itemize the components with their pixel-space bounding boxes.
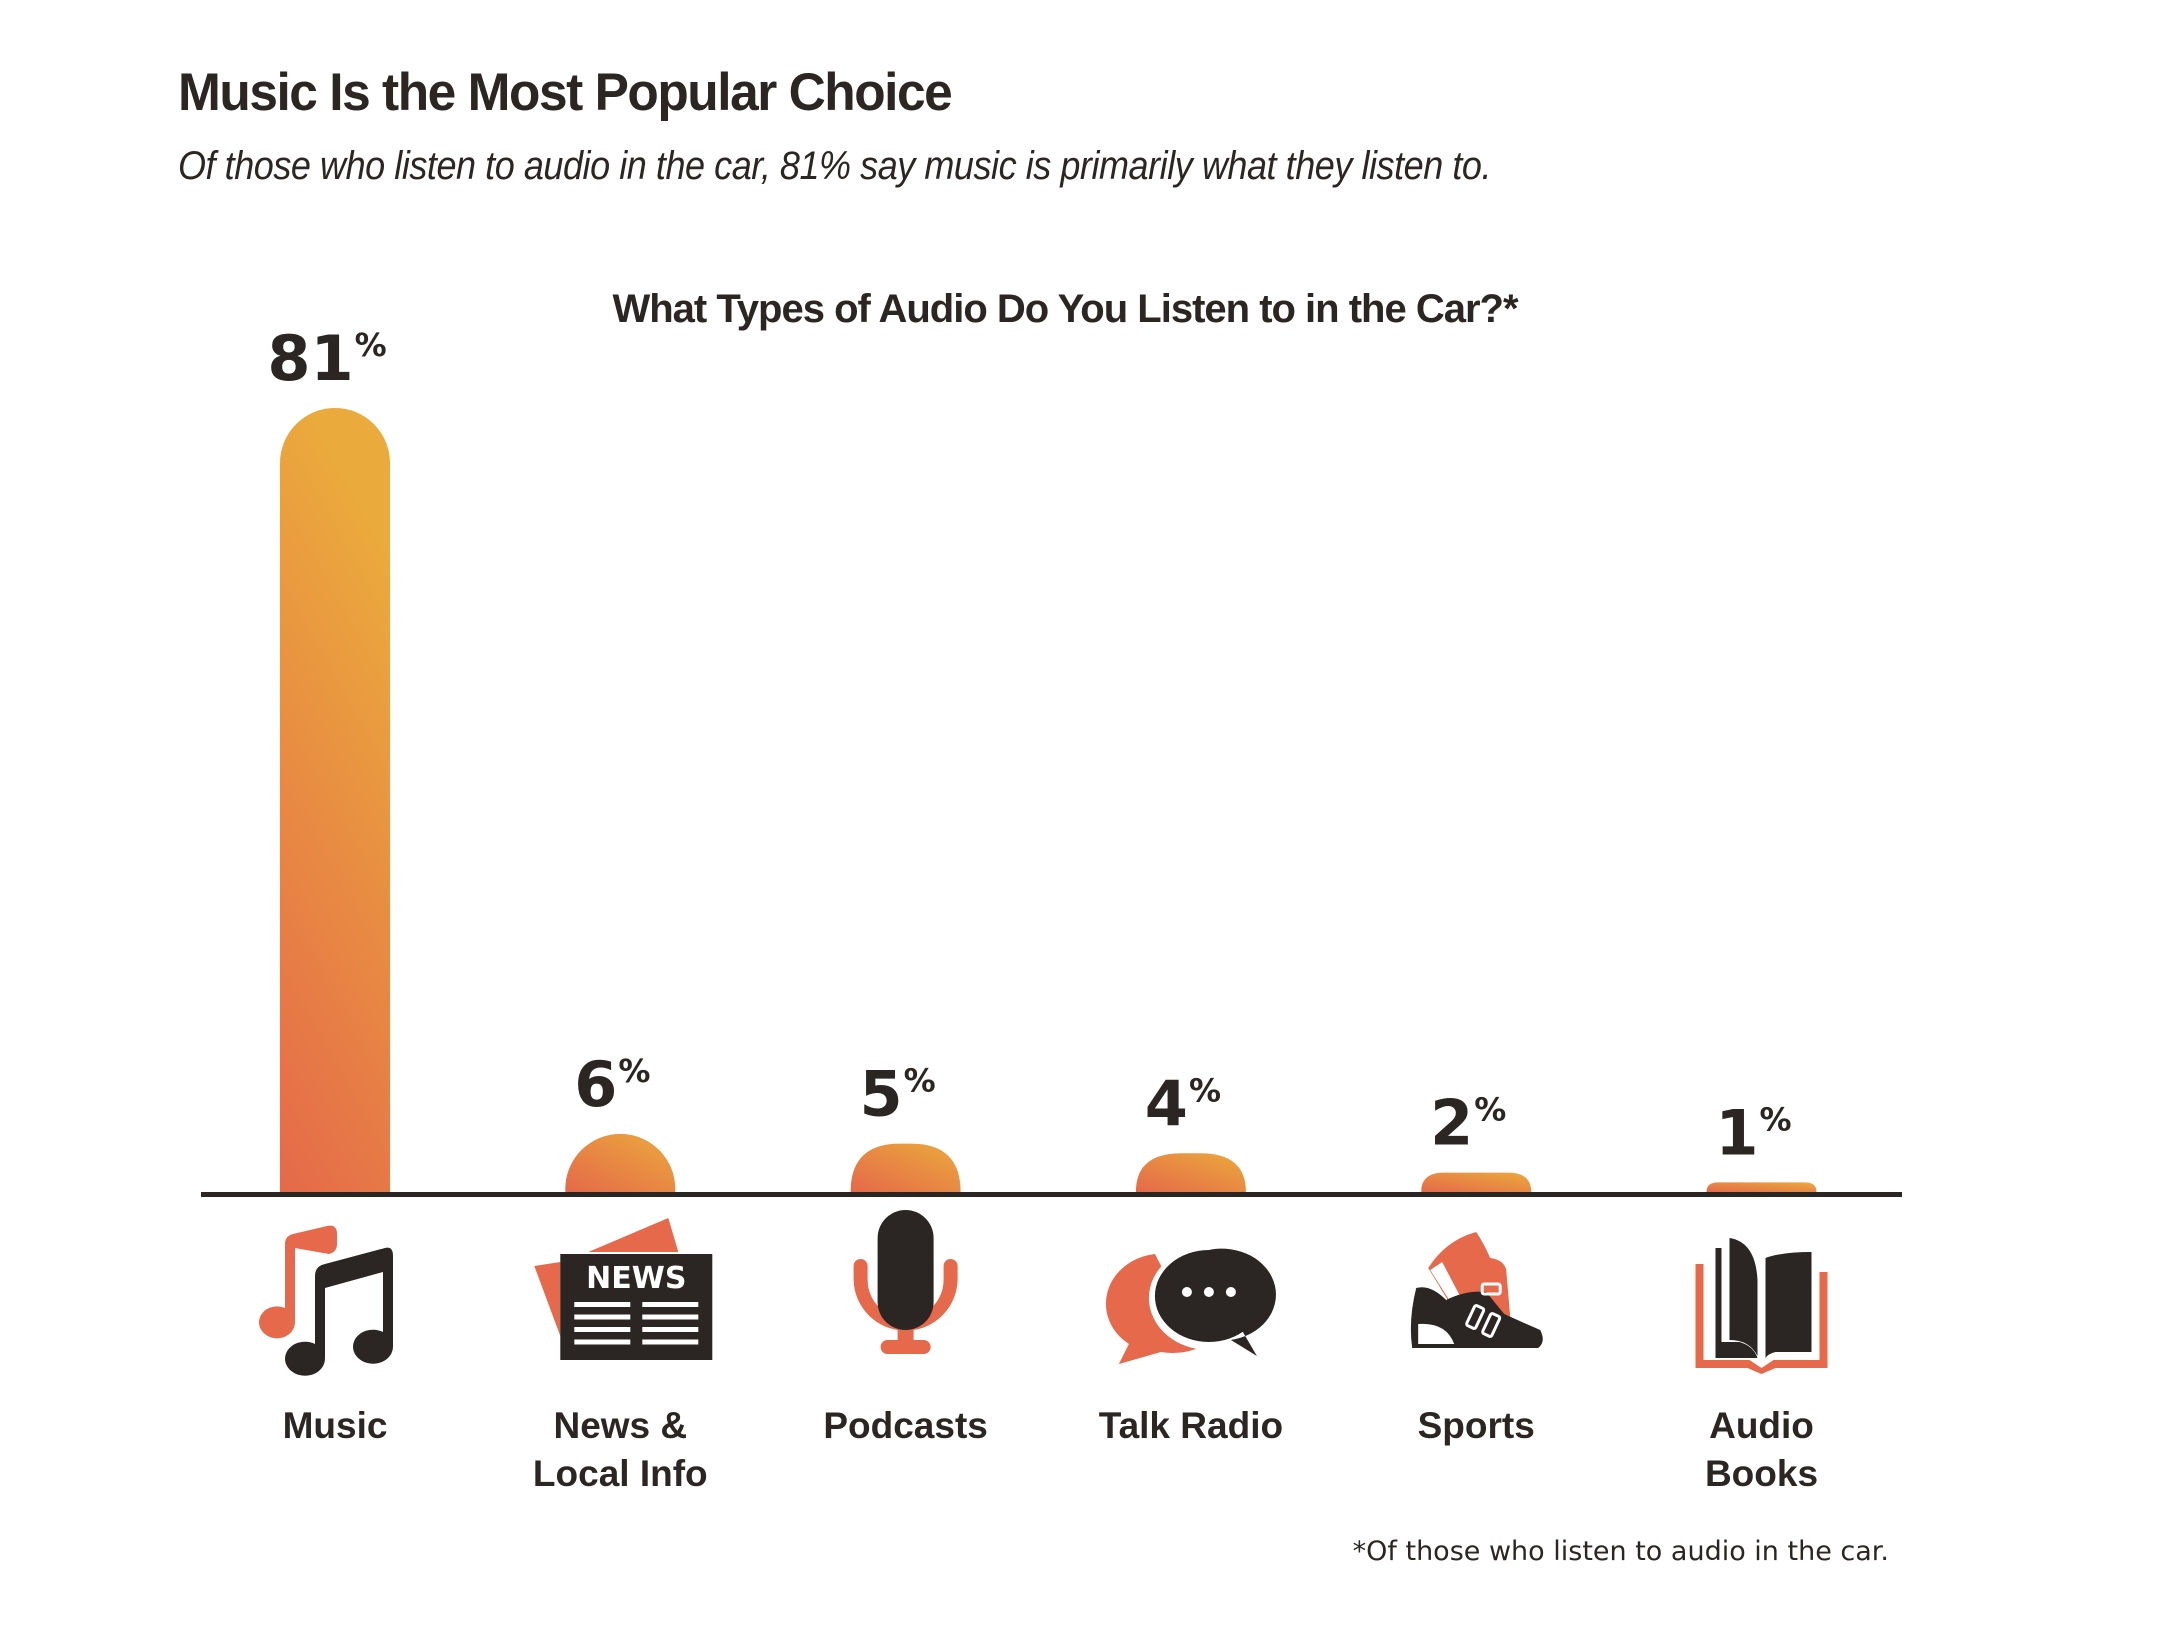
microphone-head-bottom bbox=[877, 1274, 934, 1330]
value-label: 81% bbox=[267, 322, 386, 395]
category-label: Books bbox=[1705, 1453, 1818, 1494]
speech-bubbles-icon bbox=[1105, 1246, 1276, 1364]
microphone-head-top bbox=[877, 1210, 934, 1274]
value-label: 2% bbox=[1430, 1087, 1506, 1160]
bar bbox=[1421, 1172, 1532, 1192]
value-label: 4% bbox=[1145, 1067, 1221, 1140]
newspaper-back-top bbox=[588, 1218, 679, 1252]
bar bbox=[565, 1133, 676, 1192]
x-axis-baseline bbox=[201, 1192, 1902, 1197]
category-labels-layer: Music News & Local Info Podcasts Talk Radio S… bbox=[283, 1405, 1818, 1494]
icons-layer: NEWS bbox=[259, 1210, 1828, 1376]
value-label: 5% bbox=[859, 1058, 935, 1131]
sneaker-strap bbox=[1480, 1282, 1502, 1296]
bar bbox=[280, 408, 390, 1192]
category-label: News & bbox=[553, 1405, 687, 1446]
newspaper-icon: NEWS bbox=[534, 1218, 713, 1360]
newspaper-line bbox=[642, 1327, 699, 1332]
microphone-icon bbox=[853, 1210, 958, 1354]
book-page-turning bbox=[1729, 1238, 1758, 1356]
bars-layer: 81% 6% 5% 4% 2% 1% bbox=[267, 322, 1817, 1192]
ellipsis-dot bbox=[1181, 1287, 1192, 1297]
category-label: Talk Radio bbox=[1099, 1405, 1283, 1446]
sneaker-dark-sole-mark bbox=[1418, 1323, 1455, 1344]
book-page-right bbox=[1765, 1252, 1812, 1358]
newspaper-line bbox=[574, 1327, 631, 1332]
footnote: *Of those who listen to audio in the car… bbox=[1353, 1536, 1889, 1567]
book-cover bbox=[1695, 1264, 1828, 1374]
open-book-icon bbox=[1695, 1238, 1828, 1374]
page-subtitle: Of those who listen to audio in the car,… bbox=[178, 144, 1492, 188]
sneakers-icon bbox=[1410, 1232, 1543, 1348]
category-label: Audio bbox=[1709, 1405, 1814, 1446]
book-page-back bbox=[1715, 1248, 1758, 1358]
music-notes-icon bbox=[259, 1225, 394, 1376]
newspaper-line bbox=[574, 1302, 631, 1307]
category-label: Music bbox=[283, 1405, 388, 1446]
page-title: Music Is the Most Popular Choice bbox=[178, 63, 953, 122]
bar bbox=[850, 1143, 961, 1192]
newspaper-line bbox=[642, 1302, 699, 1307]
value-label: 6% bbox=[574, 1048, 650, 1121]
music-note-orange bbox=[259, 1225, 337, 1339]
microphone-stand bbox=[853, 1259, 958, 1354]
category-label: Local Info bbox=[533, 1453, 708, 1494]
music-note-dark bbox=[285, 1247, 394, 1376]
sneaker-strap bbox=[1465, 1304, 1486, 1330]
bar bbox=[1135, 1153, 1246, 1192]
bar bbox=[1706, 1182, 1817, 1192]
newspaper-line bbox=[642, 1339, 699, 1345]
value-label: 1% bbox=[1715, 1096, 1791, 1169]
ellipsis-dot bbox=[1225, 1287, 1236, 1297]
category-label: Sports bbox=[1418, 1405, 1535, 1446]
newspaper-line bbox=[642, 1314, 699, 1320]
newspaper-line bbox=[574, 1314, 631, 1320]
newspaper-back-left bbox=[534, 1262, 561, 1336]
newspaper-headline: NEWS bbox=[586, 1261, 686, 1296]
chart-title: What Types of Audio Do You Listen to in … bbox=[612, 287, 1518, 331]
newspaper-line bbox=[574, 1339, 631, 1345]
sneaker-strap bbox=[1481, 1312, 1502, 1338]
category-label: Podcasts bbox=[823, 1405, 988, 1446]
ellipsis-dot bbox=[1203, 1287, 1214, 1297]
